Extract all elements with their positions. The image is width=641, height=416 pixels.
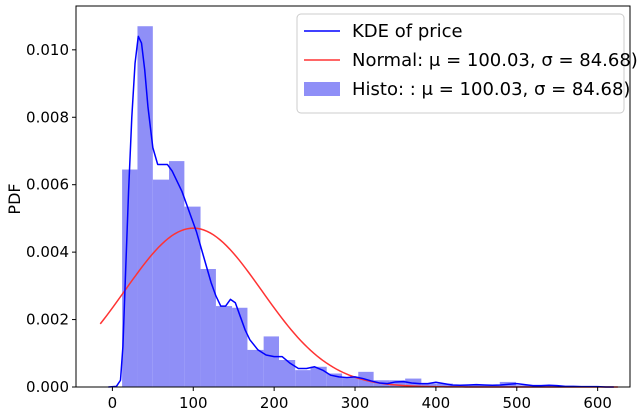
histogram-bar xyxy=(484,385,500,387)
x-tick-label: 200 xyxy=(260,394,289,412)
histogram-bar xyxy=(278,360,296,387)
histogram-bar xyxy=(515,385,532,387)
x-tick-label: 100 xyxy=(179,394,208,412)
histogram-bar xyxy=(263,336,279,387)
y-tick-label: 0.010 xyxy=(26,41,69,59)
y-tick-label: 0.008 xyxy=(26,108,69,126)
tick-marks: 0 100 200 300 400 500 600 0.000 0.002 0.004 0.006 0… xyxy=(26,41,612,412)
histogram-bar xyxy=(200,268,216,387)
legend-hist-swatch xyxy=(304,82,340,96)
histogram-bar xyxy=(295,370,311,387)
histogram-bar xyxy=(215,306,233,387)
legend-hist-label: Histo: : μ = 100.03, σ = 84.68) xyxy=(352,79,630,100)
legend-kde-label: KDE of price xyxy=(352,21,463,42)
histogram-bar xyxy=(232,307,248,387)
x-tick-label: 0 xyxy=(108,394,118,412)
y-tick-label: 0.000 xyxy=(26,378,69,396)
x-tick-label: 300 xyxy=(341,394,370,412)
legend-normal-label: Normal: μ = 100.03, σ = 84.68) xyxy=(352,50,638,71)
y-tick-label: 0.002 xyxy=(26,311,69,329)
x-tick-label: 500 xyxy=(502,394,531,412)
plot-frame xyxy=(75,5,631,388)
legend: KDE of price Normal: μ = 100.03, σ = 84.… xyxy=(296,13,638,114)
histogram-bar xyxy=(122,169,138,387)
y-axis-label: PDF xyxy=(5,183,24,214)
histogram-bar xyxy=(436,383,453,387)
histogram-bar xyxy=(468,385,485,387)
y-tick-label: 0.004 xyxy=(26,243,69,261)
histogram-bar xyxy=(169,161,185,387)
x-tick-label: 400 xyxy=(422,394,451,412)
histogram-bar xyxy=(452,385,469,387)
histogram-bar xyxy=(184,206,201,387)
histogram-bar xyxy=(342,376,359,387)
histogram-bar xyxy=(421,383,437,387)
x-tick-label: 600 xyxy=(583,394,612,412)
histogram-bar xyxy=(152,179,170,387)
axes xyxy=(75,5,631,388)
legend-frame xyxy=(296,13,625,114)
kde-line xyxy=(108,35,614,388)
histogram-bar xyxy=(310,366,327,387)
histogram-bar xyxy=(247,349,264,387)
y-tick-label: 0.006 xyxy=(26,176,69,194)
histogram-bar xyxy=(389,380,406,387)
